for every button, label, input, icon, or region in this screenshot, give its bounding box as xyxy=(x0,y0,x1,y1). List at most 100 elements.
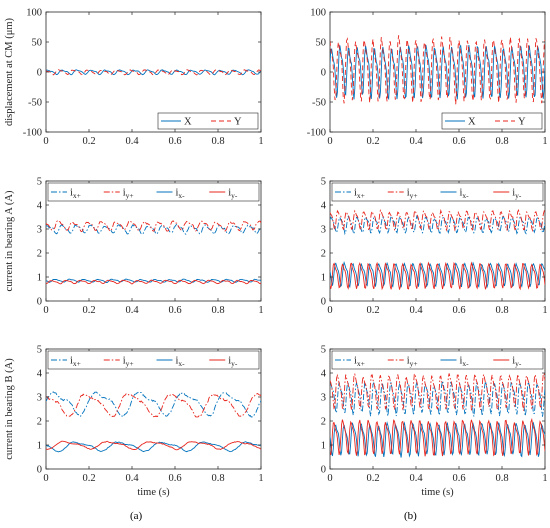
series-line-x- xyxy=(330,260,545,289)
legend-box xyxy=(331,350,544,370)
series-group xyxy=(330,372,545,458)
x-tick-label: 0 xyxy=(43,473,48,484)
legend-box xyxy=(47,182,260,202)
y-axis-label: displacement at CM (μm) xyxy=(4,18,15,126)
y-tick-label: 0 xyxy=(37,297,42,308)
y-tick-label: 0 xyxy=(321,465,326,476)
series-line-y- xyxy=(330,261,545,291)
chart-a-bearingB: 0 0.2 0.4 0.6 0.8 1 0 1 2 3 4 5 current in bearing B… xyxy=(4,345,264,499)
x-tick-label: 0.8 xyxy=(211,305,224,316)
legend-label: ix- xyxy=(460,356,470,369)
series-line-x- xyxy=(46,441,261,453)
series-group xyxy=(46,69,261,76)
legend-label: X xyxy=(468,117,476,128)
legend: ix+ iy+ ix-iy- xyxy=(331,182,544,202)
y-tick-label: 3 xyxy=(37,393,42,404)
y-tick-label: 1 xyxy=(321,273,326,284)
legend-box xyxy=(441,112,543,130)
plot-area xyxy=(329,11,546,133)
x-tick-label: 1 xyxy=(542,305,547,316)
x-tick-label: 0 xyxy=(43,305,48,316)
x-tick-label: 0.4 xyxy=(409,136,423,147)
legend-label: Y xyxy=(518,117,526,128)
x-tick-label: 0 xyxy=(43,136,48,147)
legend: ix+ iy+ ix-iy- xyxy=(47,182,260,202)
y-tick-label: 2 xyxy=(37,249,42,260)
x-tick-label: 0.8 xyxy=(495,473,508,484)
legend-label: ix- xyxy=(176,356,186,369)
series-line-x- xyxy=(46,278,261,283)
x-axis-label: time (s) xyxy=(137,487,170,498)
series-line-y+ xyxy=(46,220,261,233)
y-tick-label: 1 xyxy=(321,441,326,452)
y-tick-label: 4 xyxy=(37,201,43,212)
x-tick-label: 1 xyxy=(258,136,263,147)
y-tick-label: -50 xyxy=(312,98,326,109)
y-tick-label: -100 xyxy=(23,128,42,139)
y-tick-label: 4 xyxy=(321,201,327,212)
series-line-X xyxy=(46,69,261,76)
x-tick-label: 1 xyxy=(258,305,263,316)
x-tick-label: 0.2 xyxy=(366,473,379,484)
y-tick-label: 0 xyxy=(321,68,326,79)
y-tick-label: -50 xyxy=(28,98,42,109)
series-group xyxy=(46,220,261,285)
x-tick-label: 0.8 xyxy=(211,136,224,147)
series-line-y+ xyxy=(330,372,545,412)
legend-box xyxy=(47,350,260,370)
x-tick-label: 1 xyxy=(542,136,547,147)
x-tick-label: 1 xyxy=(258,473,263,484)
x-tick-label: 0.6 xyxy=(168,305,181,316)
legend-label: iy- xyxy=(228,356,238,369)
legend: ix+ iy+ ix-iy- xyxy=(331,350,544,370)
y-tick-label: 0 xyxy=(37,68,42,79)
y-tick-label: 2 xyxy=(321,417,326,428)
y-tick-label: 5 xyxy=(321,345,326,356)
series-line-x+ xyxy=(330,380,545,417)
y-tick-label: 3 xyxy=(37,225,42,236)
series-line-x+ xyxy=(46,391,261,418)
panel-label-a: (a) xyxy=(130,510,143,522)
x-tick-label: 0.8 xyxy=(495,305,508,316)
y-tick-label: 4 xyxy=(37,369,43,380)
x-tick-label: 0.6 xyxy=(168,136,181,147)
legend-label: ix+ xyxy=(354,356,365,369)
x-tick-label: 0.6 xyxy=(452,136,465,147)
legend-label: iy+ xyxy=(123,356,134,369)
x-tick-label: 0.2 xyxy=(82,473,95,484)
y-tick-label: 5 xyxy=(37,345,42,356)
x-tick-label: 0.2 xyxy=(82,136,95,147)
x-tick-label: 0.4 xyxy=(125,473,139,484)
y-tick-label: 2 xyxy=(37,417,42,428)
x-tick-label: 0.6 xyxy=(452,305,465,316)
legend-label: iy+ xyxy=(123,188,134,201)
legend-label: X xyxy=(184,117,192,128)
x-tick-label: 0.6 xyxy=(168,473,181,484)
legend-box xyxy=(157,112,259,130)
series-line-y- xyxy=(330,417,545,457)
x-tick-label: 0.4 xyxy=(409,305,423,316)
y-tick-label: -100 xyxy=(307,128,326,139)
chart-b-bearingA: 0 0.2 0.4 0.6 0.8 1 0 1 2 3 4 5 ix+ iy+ ix-iy- xyxy=(321,177,548,317)
y-tick-label: 5 xyxy=(37,177,42,188)
legend-label: iy- xyxy=(228,188,238,201)
x-tick-label: 0.8 xyxy=(495,136,508,147)
x-tick-label: 0.2 xyxy=(366,305,379,316)
y-tick-label: 50 xyxy=(316,38,327,49)
series-line-y+ xyxy=(46,392,261,418)
series-line-x+ xyxy=(46,223,261,236)
legend-label: iy- xyxy=(512,356,522,369)
y-tick-label: 3 xyxy=(321,393,326,404)
series-group xyxy=(330,208,545,291)
chart-a-bearingA: 0 0.2 0.4 0.6 0.8 1 0 1 2 3 4 5 current in bearing A… xyxy=(4,177,264,317)
x-tick-label: 0 xyxy=(327,136,332,147)
y-tick-label: 2 xyxy=(321,249,326,260)
x-tick-label: 0.2 xyxy=(82,305,95,316)
series-line-X xyxy=(330,44,545,101)
chart-a-disp: 0 0.2 0.4 0.6 0.8 1 -100 -50 0 50 100 displacement … xyxy=(4,8,264,148)
legend-label: ix+ xyxy=(354,188,365,201)
series-line-Y xyxy=(46,69,261,76)
legend-label: ix- xyxy=(460,188,470,201)
